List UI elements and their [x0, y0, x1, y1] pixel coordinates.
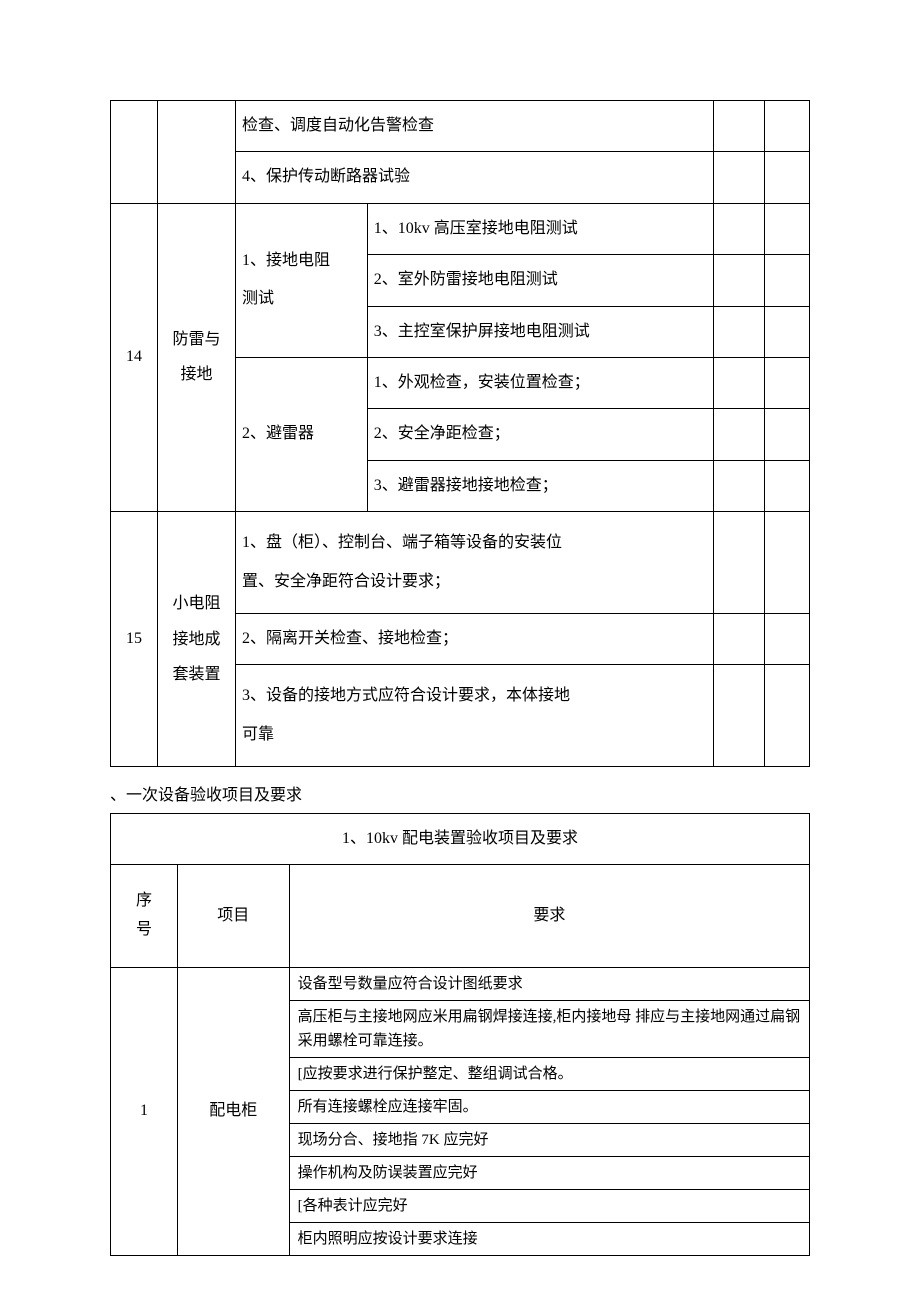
cell-empty — [713, 460, 764, 511]
cell-req: 现场分合、接地指 7K 应完好 — [289, 1124, 809, 1157]
cell-empty — [765, 409, 810, 460]
cell-item: 2、隔离开关检查、接地检查； — [236, 613, 714, 664]
cell-empty — [157, 101, 235, 204]
cell-empty — [713, 101, 764, 152]
cell-empty — [765, 357, 810, 408]
cell-num: 14 — [111, 203, 158, 511]
table-header: 要求 — [289, 865, 809, 968]
cell-category: 防雷与 接地 — [157, 203, 235, 511]
table-row: 14 防雷与 接地 1、接地电阻 测试 1、10kv 高压室接地电阻测试 — [111, 203, 810, 254]
table-row: 15 小电阻 接地成 套装置 1、盘（柜）、控制台、端子箱等设备的安装位 置、安… — [111, 512, 810, 614]
cell-item: 3、设备的接地方式应符合设计要求，本体接地 可靠 — [236, 665, 714, 767]
cell-empty — [765, 665, 810, 767]
cell-req: 所有连接螺栓应连接牢固。 — [289, 1091, 809, 1124]
cell-group: 2、避雷器 — [236, 357, 368, 511]
cell-empty — [765, 101, 810, 152]
cell-item: 配电柜 — [177, 968, 289, 1256]
cell-empty — [713, 255, 764, 306]
cell-item: 2、安全净距检查； — [367, 409, 713, 460]
cell-empty — [765, 512, 810, 614]
cell-item: 1、盘（柜）、控制台、端子箱等设备的安装位 置、安全净距符合设计要求； — [236, 512, 714, 614]
table-1: 检查、调度自动化告警检查 4、保护传动断路器试验 14 防雷与 接地 1、接地电… — [110, 100, 810, 767]
cell-empty — [765, 255, 810, 306]
cell-empty — [713, 665, 764, 767]
cell-empty — [713, 409, 764, 460]
cell-category: 小电阻 接地成 套装置 — [157, 512, 235, 767]
cell-req: 高压柜与主接地网应米用扁钢焊接连接,柜内接地母 排应与主接地网通过扁钢采用螺栓可… — [289, 1001, 809, 1058]
cell-empty — [111, 101, 158, 204]
cell-req: 柜内照明应按设计要求连接 — [289, 1223, 809, 1256]
cell-text: 检查、调度自动化告警检查 — [236, 101, 714, 152]
cell-req: [各种表计应完好 — [289, 1190, 809, 1223]
cell-req: 设备型号数量应符合设计图纸要求 — [289, 968, 809, 1001]
section-heading: 、一次设备验收项目及要求 — [110, 781, 810, 805]
table-header: 序 号 — [111, 865, 178, 968]
table-row: 1、10kv 配电装置验收项目及要求 — [111, 814, 810, 865]
cell-empty — [713, 306, 764, 357]
cell-empty — [765, 306, 810, 357]
cell-empty — [765, 203, 810, 254]
cell-empty — [713, 357, 764, 408]
cell-req: 操作机构及防误装置应完好 — [289, 1157, 809, 1190]
table-row: 1 配电柜 设备型号数量应符合设计图纸要求 — [111, 968, 810, 1001]
table-title: 1、10kv 配电装置验收项目及要求 — [111, 814, 810, 865]
cell-item: 1、外观检查，安装位置检查； — [367, 357, 713, 408]
cell-empty — [713, 203, 764, 254]
cell-empty — [765, 460, 810, 511]
cell-empty — [765, 152, 810, 203]
table-2: 1、10kv 配电装置验收项目及要求 序 号 项目 要求 1 配电柜 设备型号数… — [110, 813, 810, 1256]
cell-empty — [713, 512, 764, 614]
page: 检查、调度自动化告警检查 4、保护传动断路器试验 14 防雷与 接地 1、接地电… — [0, 0, 920, 1316]
cell-empty — [713, 613, 764, 664]
cell-item: 3、避雷器接地接地检查； — [367, 460, 713, 511]
cell-text: 4、保护传动断路器试验 — [236, 152, 714, 203]
table-row: 检查、调度自动化告警检查 — [111, 101, 810, 152]
table-row: 序 号 项目 要求 — [111, 865, 810, 968]
cell-group: 1、接地电阻 测试 — [236, 203, 368, 357]
cell-empty — [765, 613, 810, 664]
cell-item: 1、10kv 高压室接地电阻测试 — [367, 203, 713, 254]
table-header: 项目 — [177, 865, 289, 968]
cell-empty — [713, 152, 764, 203]
cell-req: [应按要求进行保护整定、整组调试合格。 — [289, 1058, 809, 1091]
cell-item: 2、室外防雷接地电阻测试 — [367, 255, 713, 306]
cell-item: 3、主控室保护屏接地电阻测试 — [367, 306, 713, 357]
cell-num: 1 — [111, 968, 178, 1256]
cell-num: 15 — [111, 512, 158, 767]
